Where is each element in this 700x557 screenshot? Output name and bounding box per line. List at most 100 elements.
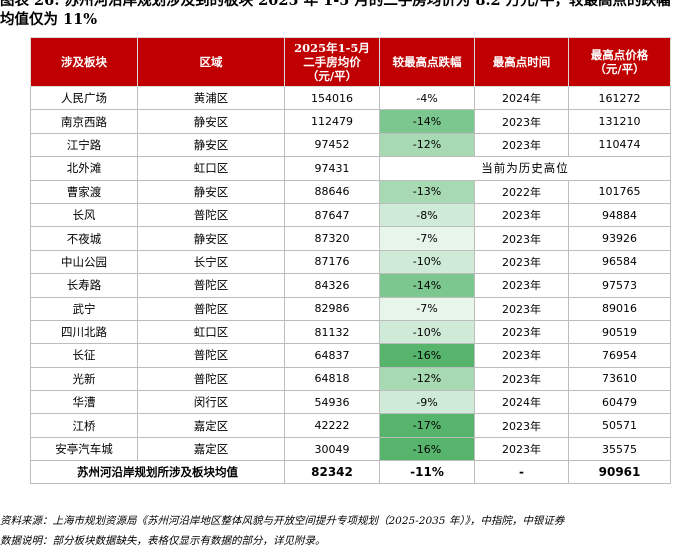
cell-peak-price: 50571: [568, 413, 671, 438]
header-price-line-3: （元/平）: [306, 69, 358, 83]
cell-peak-price: 97573: [568, 273, 671, 298]
cell-decline: -14%: [379, 109, 475, 134]
cell-sector: 武宁: [30, 296, 138, 321]
cell-peak-time: 2023年: [474, 226, 569, 251]
cell-decline: -14%: [379, 273, 475, 298]
cell-peak-time: 2024年: [474, 390, 569, 415]
cell-decline: -4%: [379, 85, 475, 111]
cell-peak-time: 2023年: [474, 436, 569, 462]
cell-decline: -16%: [379, 436, 475, 462]
table-row: 不夜城 静安区 87320 -7% 2023年 93926: [30, 226, 671, 251]
header-district: 区域: [137, 37, 285, 87]
table-row: 曹家渡 静安区 88646 -13% 2022年 101765: [30, 179, 671, 204]
cell-peak-price: 89016: [568, 296, 671, 321]
table-row: 江宁路 静安区 97452 -12% 2023年 110474: [30, 132, 671, 158]
cell-decline: -7%: [379, 296, 475, 321]
cell-price: 54936: [284, 390, 380, 415]
cell-district: 静安区: [137, 179, 285, 204]
table-row: 人民广场 黄浦区 154016 -4% 2024年 161272: [30, 85, 671, 111]
cell-peak-price: 161272: [568, 85, 671, 111]
header-peak-time: 最高点时间: [474, 37, 569, 87]
cell-district: 嘉定区: [137, 413, 285, 438]
cell-sector: 长寿路: [30, 273, 138, 298]
cell-price: 82986: [284, 296, 380, 321]
table-row: 安亭汽车城 嘉定区 30049 -16% 2023年 35575: [30, 436, 671, 462]
cell-district: 虹口区: [137, 319, 285, 345]
table-row: 中山公园 长宁区 87176 -10% 2023年 96584: [30, 249, 671, 275]
cell-district: 普陀区: [137, 273, 285, 298]
cell-peak-price: 96584: [568, 249, 671, 275]
cell-peak-price: 60479: [568, 390, 671, 415]
cell-peak-time: 2023年: [474, 366, 569, 392]
cell-peak-price: 35575: [568, 436, 671, 462]
cell-peak-price: 131210: [568, 109, 671, 134]
table-row: 华漕 闵行区 54936 -9% 2024年 60479: [30, 390, 671, 415]
cell-decline: -10%: [379, 249, 475, 275]
average-price: 82342: [284, 460, 380, 485]
cell-peak-time: 2023年: [474, 132, 569, 158]
table-row: 光新 普陀区 64818 -12% 2023年 73610: [30, 366, 671, 392]
cell-price: 97452: [284, 132, 380, 158]
cell-decline: -12%: [379, 132, 475, 158]
header-peak-price-line-2: （元/平）: [594, 62, 645, 76]
footnotes: 资料来源：上海市规划资源局《苏州河沿岸地区整体风貌与开放空间提升专项规划（202…: [0, 511, 700, 551]
cell-peak-price: 101765: [568, 179, 671, 204]
cell-district: 静安区: [137, 132, 285, 158]
cell-district: 长宁区: [137, 249, 285, 275]
average-decline: -11%: [379, 460, 475, 485]
cell-decline: -12%: [379, 366, 475, 392]
cell-price: 84326: [284, 273, 380, 298]
price-table: 涉及板块 区域 2025年1-5月 二手房均价 （元/平） 较最高点跌幅 最高点…: [30, 37, 671, 485]
cell-decline: -9%: [379, 390, 475, 415]
table-row: 四川北路 虹口区 81132 -10% 2023年 90519: [30, 319, 671, 345]
header-price: 2025年1-5月 二手房均价 （元/平）: [284, 37, 380, 87]
table-row: 北外滩 虹口区 97431 当前为历史高位: [30, 156, 671, 181]
average-label: 苏州河沿岸规划所涉及板块均值: [30, 460, 285, 485]
cell-price: 112479: [284, 109, 380, 134]
cell-peak-time: 2023年: [474, 413, 569, 438]
cell-decline: -13%: [379, 179, 475, 204]
cell-peak-price: 76954: [568, 343, 671, 368]
cell-district: 静安区: [137, 109, 285, 134]
cell-sector: 华漕: [30, 390, 138, 415]
cell-peak-time: 2024年: [474, 85, 569, 111]
cell-sector: 江宁路: [30, 132, 138, 158]
cell-decline: -10%: [379, 319, 475, 345]
cell-price: 30049: [284, 436, 380, 462]
cell-price: 97431: [284, 156, 380, 181]
cell-peak-time: 2023年: [474, 109, 569, 134]
data-remark: 数据说明：部分板块数据缺失，表格仅显示有数据的部分，详见附录。: [0, 535, 326, 547]
cell-decline: -16%: [379, 343, 475, 368]
table-header-row: 涉及板块 区域 2025年1-5月 二手房均价 （元/平） 较最高点跌幅 最高点…: [30, 37, 671, 87]
cell-price: 88646: [284, 179, 380, 204]
average-peak-time: -: [474, 460, 569, 485]
cell-sector: 江桥: [30, 413, 138, 438]
cell-decline: -7%: [379, 226, 475, 251]
cell-district: 闵行区: [137, 390, 285, 415]
table-row: 江桥 嘉定区 42222 -17% 2023年 50571: [30, 413, 671, 438]
cell-sector: 人民广场: [30, 85, 138, 111]
cell-sector: 长风: [30, 202, 138, 228]
cell-peak-time: 2022年: [474, 179, 569, 204]
cell-district: 虹口区: [137, 156, 285, 181]
cell-sector: 光新: [30, 366, 138, 392]
cell-peak-price: 94884: [568, 202, 671, 228]
cell-peak-time: 2023年: [474, 249, 569, 275]
header-peak-price-line-1: 最高点价格: [590, 48, 649, 62]
table-row: 长风 普陀区 87647 -8% 2023年 94884: [30, 202, 671, 228]
cell-district: 普陀区: [137, 343, 285, 368]
cell-sector: 安亭汽车城: [30, 436, 138, 462]
cell-price: 154016: [284, 85, 380, 111]
cell-peak-price: 110474: [568, 132, 671, 158]
average-peak-price: 90961: [568, 460, 671, 485]
cell-decline: -8%: [379, 202, 475, 228]
cell-sector: 南京西路: [30, 109, 138, 134]
cell-peak-time: 2023年: [474, 202, 569, 228]
cell-sector: 中山公园: [30, 249, 138, 275]
cell-peak-time: 2023年: [474, 343, 569, 368]
figure-title-line-2: 均值仅为 11%: [0, 11, 98, 28]
cell-price: 42222: [284, 413, 380, 438]
cell-peak-time: 2023年: [474, 296, 569, 321]
cell-price: 64818: [284, 366, 380, 392]
cell-district: 普陀区: [137, 366, 285, 392]
